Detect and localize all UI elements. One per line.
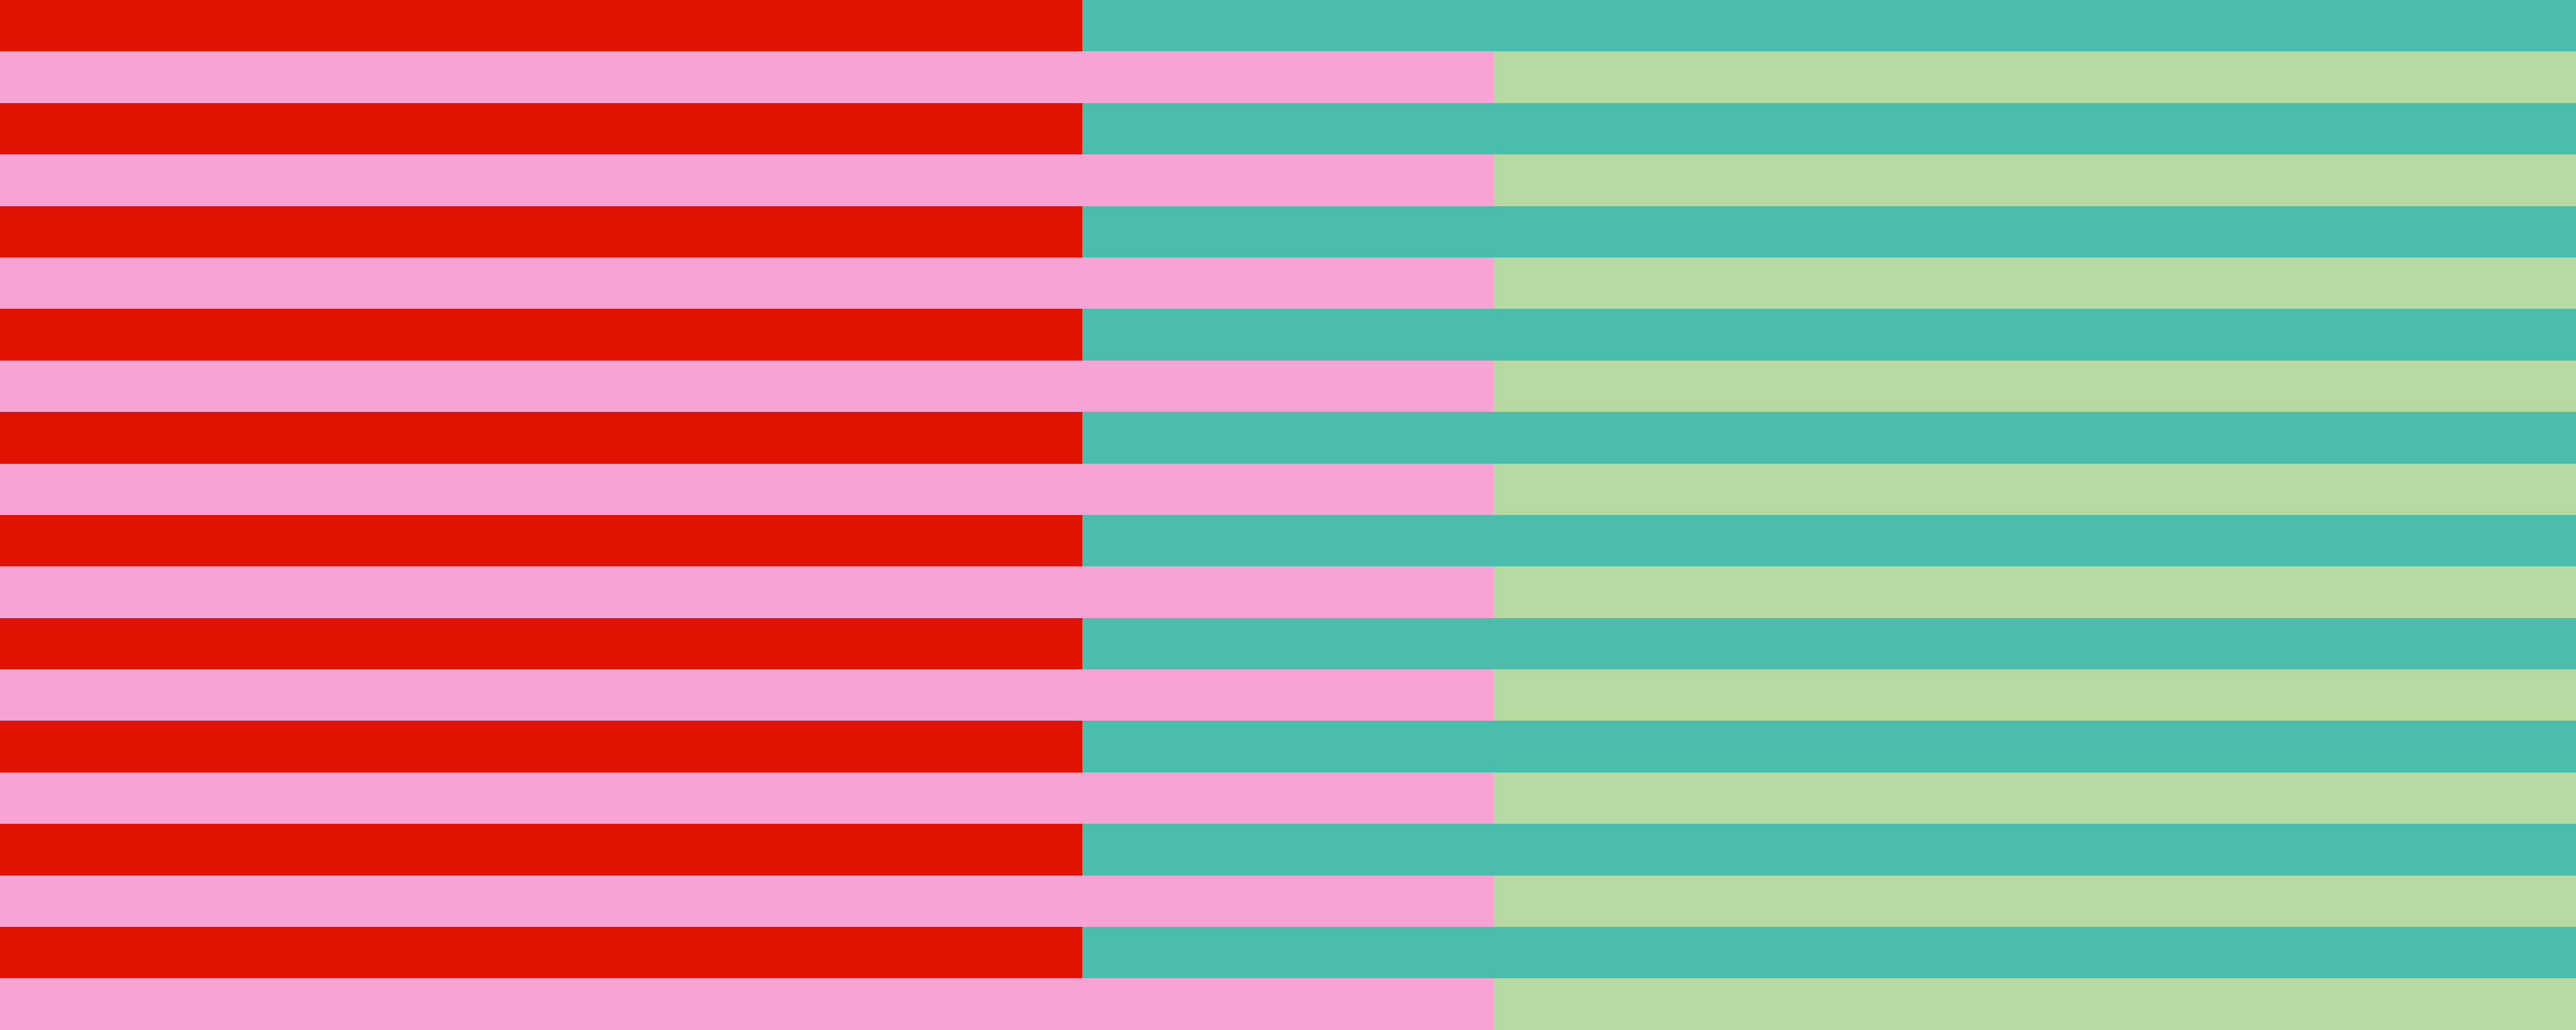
stripe-row xyxy=(0,103,2576,155)
stripe-row xyxy=(0,875,2576,927)
stripe-row xyxy=(0,721,2576,772)
stripe-row xyxy=(0,360,2576,412)
stripe-row xyxy=(0,0,2576,52)
stripe-row xyxy=(0,309,2576,361)
stripe-row xyxy=(0,978,2576,1030)
stripe-row xyxy=(0,772,2576,824)
stripe-row xyxy=(0,514,2576,567)
stripe-row xyxy=(0,566,2576,618)
stripe-row xyxy=(0,824,2576,876)
stripe-row xyxy=(0,257,2576,309)
stripe-row xyxy=(0,412,2576,464)
stripe-row xyxy=(0,669,2576,721)
stripe-row xyxy=(0,206,2576,258)
stripe-row xyxy=(0,927,2576,979)
stripe-row xyxy=(0,463,2576,515)
stripe-row xyxy=(0,154,2576,206)
stripe-row xyxy=(0,51,2576,103)
stripe-row xyxy=(0,618,2576,670)
